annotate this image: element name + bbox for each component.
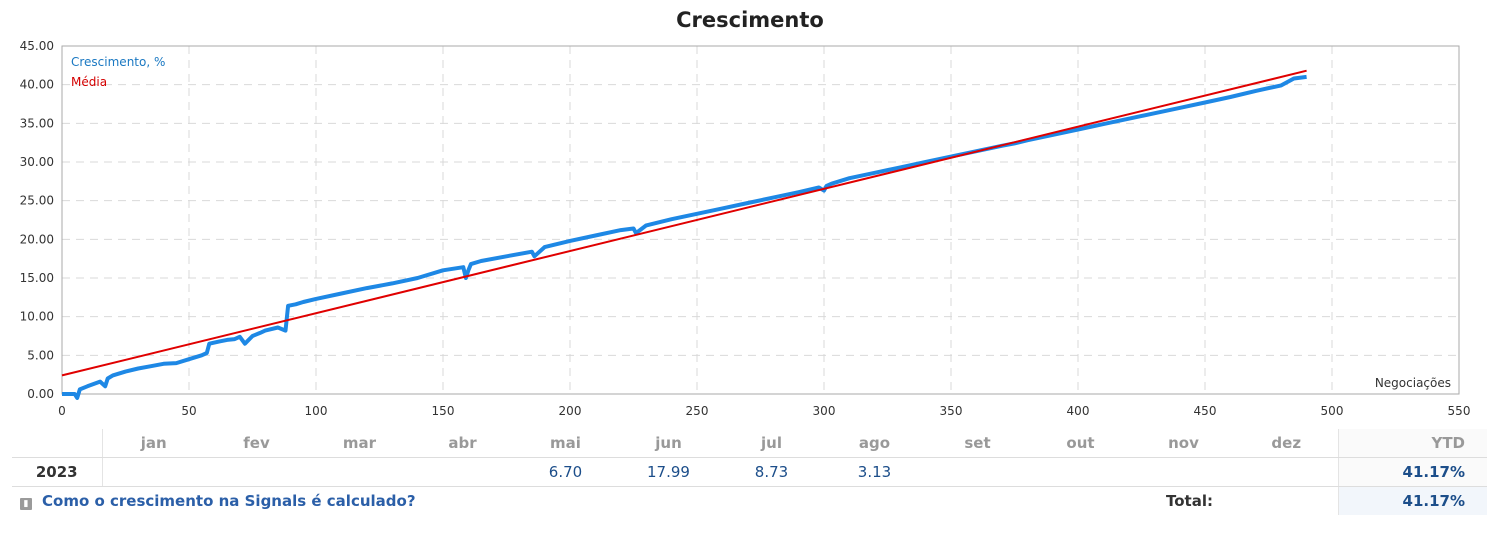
y-axis-ticks: 0.00 5.00 10.00 15.00 20.00 25.00 30.00 35.00 40… bbox=[20, 39, 54, 401]
month-value-jun: 17.99 bbox=[617, 457, 720, 487]
x-tick-label: 450 bbox=[1194, 404, 1217, 418]
y-tick-label: 0.00 bbox=[27, 387, 54, 401]
x-tick-label: 100 bbox=[305, 404, 328, 418]
average-series-line bbox=[61, 69, 1307, 377]
month-header-abr: abr bbox=[411, 429, 514, 458]
month-header-nov: nov bbox=[1132, 429, 1235, 458]
month-header-jun: jun bbox=[617, 429, 720, 458]
legend-average: Média bbox=[71, 75, 107, 89]
x-tick-label: 500 bbox=[1321, 404, 1344, 418]
table-footer-row: ▮ Como o crescimento na Signals é calcula… bbox=[12, 486, 1487, 516]
month-value-mai: 6.70 bbox=[514, 457, 617, 487]
month-value-abr bbox=[411, 457, 514, 487]
month-value-dez bbox=[1235, 457, 1338, 487]
y-tick-label: 15.00 bbox=[20, 271, 54, 285]
growth-chart: 0.00 5.00 10.00 15.00 20.00 25.00 30.00 35.00 40… bbox=[20, 39, 1471, 418]
x-tick-label: 300 bbox=[813, 404, 836, 418]
y-tick-label: 30.00 bbox=[20, 155, 54, 169]
ytd-value: 41.17% bbox=[1337, 457, 1487, 487]
table-row: 2023 6.70 17.99 8.73 3.13 41.17% bbox=[12, 457, 1487, 487]
y-tick-label: 25.00 bbox=[20, 194, 54, 208]
year-cell: 2023 bbox=[12, 457, 103, 487]
total-label: Total: bbox=[1166, 492, 1213, 510]
x-tick-label: 250 bbox=[686, 404, 709, 418]
table-header-row: jan fev mar abr mai jun jul ago set out nov dez YTD bbox=[12, 429, 1487, 458]
month-value-jan bbox=[102, 457, 205, 487]
x-axis-ticks: 0 50 100 150 200 250 300 350 400 450 500 550 bbox=[58, 404, 1470, 418]
year-header-cell bbox=[12, 429, 103, 458]
growth-series-line bbox=[62, 74, 1307, 400]
month-value-nov bbox=[1132, 457, 1235, 487]
legend-growth: Crescimento, % bbox=[71, 55, 165, 69]
chart-title: Crescimento bbox=[676, 8, 824, 32]
month-header-mai: mai bbox=[514, 429, 617, 458]
month-value-out bbox=[1029, 457, 1132, 487]
month-header-mar: mar bbox=[308, 429, 411, 458]
month-value-ago: 3.13 bbox=[823, 457, 926, 487]
month-header-jul: jul bbox=[720, 429, 823, 458]
x-tick-label: 550 bbox=[1448, 404, 1471, 418]
y-tick-label: 20.00 bbox=[20, 232, 54, 246]
y-tick-label: 35.00 bbox=[20, 116, 54, 130]
y-tick-label: 40.00 bbox=[20, 78, 54, 92]
month-value-set bbox=[926, 457, 1029, 487]
total-value: 41.17% bbox=[1337, 486, 1487, 515]
growth-info-link[interactable]: ▮ Como o crescimento na Signals é calcula… bbox=[12, 487, 617, 516]
monthly-growth-table: jan fev mar abr mai jun jul ago set out nov dez YTD … bbox=[12, 429, 1487, 515]
month-header-jan: jan bbox=[102, 429, 205, 458]
y-tick-label: 45.00 bbox=[20, 39, 54, 53]
month-value-mar bbox=[308, 457, 411, 487]
x-axis-label: Negociações bbox=[1375, 376, 1451, 390]
x-tick-label: 150 bbox=[432, 404, 455, 418]
month-header-out: out bbox=[1029, 429, 1132, 458]
chart-series bbox=[61, 69, 1307, 400]
month-value-fev bbox=[205, 457, 308, 487]
x-tick-label: 200 bbox=[559, 404, 582, 418]
info-icon: ▮ bbox=[20, 498, 32, 510]
ytd-header: YTD bbox=[1337, 429, 1487, 458]
x-tick-label: 0 bbox=[58, 404, 66, 418]
month-header-ago: ago bbox=[823, 429, 926, 458]
month-header-fev: fev bbox=[205, 429, 308, 458]
x-tick-label: 400 bbox=[1067, 404, 1090, 418]
plot-frame bbox=[61, 45, 1460, 395]
x-tick-label: 50 bbox=[181, 404, 196, 418]
y-tick-label: 10.00 bbox=[20, 310, 54, 324]
month-header-set: set bbox=[926, 429, 1029, 458]
month-value-jul: 8.73 bbox=[720, 457, 823, 487]
month-header-dez: dez bbox=[1235, 429, 1338, 458]
chart-grid bbox=[62, 46, 1459, 394]
growth-info-link-text[interactable]: Como o crescimento na Signals é calculad… bbox=[42, 492, 416, 510]
x-tick-label: 350 bbox=[940, 404, 963, 418]
y-tick-label: 5.00 bbox=[27, 348, 54, 362]
